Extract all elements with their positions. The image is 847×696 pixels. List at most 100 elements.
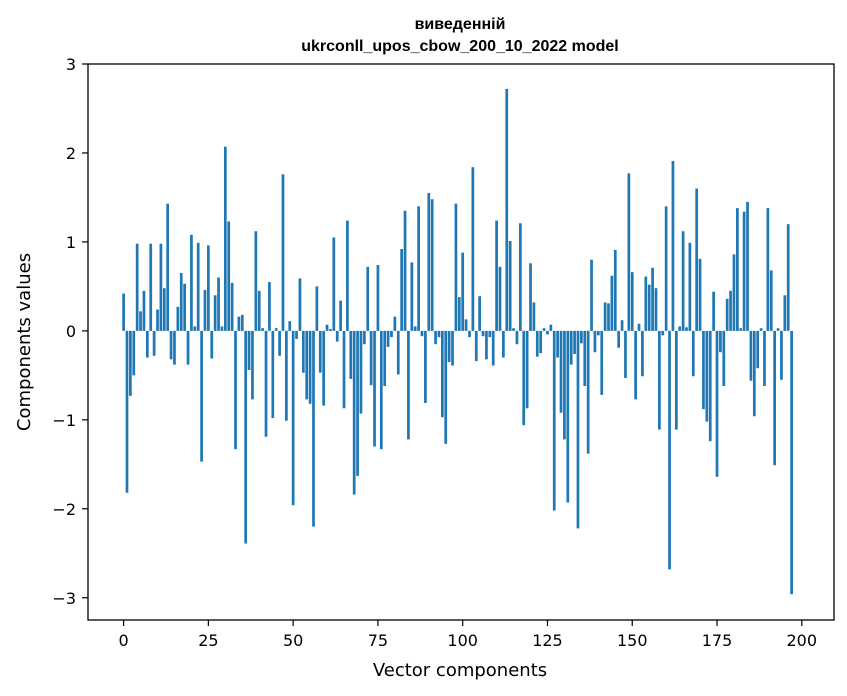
chart-title-line1: виведенній <box>415 16 506 33</box>
bar-164 <box>678 326 682 331</box>
bar-105 <box>478 296 481 331</box>
bar-165 <box>681 231 685 331</box>
bar-118 <box>522 330 526 426</box>
bar-43 <box>268 281 271 331</box>
bar-98 <box>454 203 458 331</box>
bar-142 <box>603 302 607 331</box>
bar-129 <box>559 330 563 413</box>
bar-50 <box>291 330 295 506</box>
bar-28 <box>217 277 220 331</box>
bar-114 <box>508 241 512 331</box>
bar-59 <box>322 330 326 406</box>
bar-69 <box>356 330 359 476</box>
bar-49 <box>288 321 292 331</box>
bar-26 <box>210 330 214 359</box>
y-tick-label-0: −3 <box>52 589 76 608</box>
bar-62 <box>332 237 336 331</box>
bar-145 <box>613 249 617 331</box>
bar-182 <box>739 328 743 331</box>
chart-title-line2: ukrconll_upos_cbow_200_10_2022 model <box>301 38 618 55</box>
bar-134 <box>576 330 580 529</box>
bar-136 <box>583 330 587 387</box>
bar-153 <box>641 330 644 377</box>
y-tick-label-5: 2 <box>66 144 76 163</box>
bar-188 <box>759 328 763 331</box>
bar-191 <box>769 270 773 331</box>
bar-144 <box>610 275 614 331</box>
bar-152 <box>637 323 641 331</box>
bar-121 <box>532 302 536 331</box>
x-tick-label-4: 100 <box>447 631 478 650</box>
bar-79 <box>390 330 393 338</box>
bar-141 <box>600 330 604 395</box>
bar-72 <box>366 266 370 331</box>
bar-159 <box>661 330 665 336</box>
bar-77 <box>383 330 387 387</box>
bar-38 <box>251 330 254 400</box>
bar-168 <box>691 330 695 377</box>
bar-183 <box>742 211 746 331</box>
bar-140 <box>596 330 600 336</box>
bar-92 <box>434 330 437 345</box>
bar-128 <box>556 330 559 358</box>
bar-185 <box>749 330 753 381</box>
bar-67 <box>349 330 353 379</box>
bar-173 <box>708 330 712 442</box>
bar-30 <box>223 146 227 331</box>
bar-75 <box>376 265 380 331</box>
y-tick-label-4: 1 <box>66 233 76 252</box>
bar-177 <box>722 330 726 387</box>
bar-97 <box>451 330 454 366</box>
bar-54 <box>305 330 309 400</box>
bar-122 <box>535 330 539 357</box>
bar-44 <box>271 330 275 419</box>
bar-52 <box>298 278 302 331</box>
bar-130 <box>563 330 566 440</box>
bar-23 <box>200 330 203 462</box>
bar-21 <box>193 326 197 331</box>
bar-4 <box>135 243 139 331</box>
bar-176 <box>719 330 722 353</box>
bar-22 <box>196 242 200 331</box>
bar-31 <box>227 221 231 331</box>
bar-180 <box>732 254 736 331</box>
bar-194 <box>780 330 783 380</box>
bar-33 <box>234 330 237 450</box>
y-tick-label-2: −1 <box>52 411 76 430</box>
bar-93 <box>437 330 441 338</box>
bar-113 <box>505 88 509 331</box>
bar-132 <box>569 330 573 365</box>
y-axis-label: Components values <box>14 253 35 431</box>
bar-71 <box>363 330 366 345</box>
bar-0 <box>122 293 125 331</box>
bar-111 <box>498 266 502 331</box>
axes: 0 25 50 75 100 125 150 175 200 −3 −2 −1 0 1 2 3 <box>52 55 835 650</box>
bar-15 <box>173 330 176 365</box>
x-tick-label-2: 50 <box>283 631 303 650</box>
bar-34 <box>237 316 241 331</box>
bar-89 <box>424 330 427 403</box>
bar-102 <box>468 330 471 338</box>
bar-125 <box>546 330 549 335</box>
bar-162 <box>671 160 675 331</box>
bar-117 <box>518 223 522 331</box>
bar-171 <box>702 330 705 410</box>
bar-17 <box>179 273 183 331</box>
bar-103 <box>471 167 475 331</box>
bar-6 <box>142 290 146 331</box>
bar-40 <box>257 290 261 331</box>
bar-60 <box>325 324 329 331</box>
bar-35 <box>240 314 244 331</box>
y-tick-label-1: −2 <box>52 500 76 519</box>
bar-64 <box>339 300 342 331</box>
bar-167 <box>688 242 692 331</box>
bar-36 <box>244 330 248 544</box>
bar-189 <box>763 330 766 387</box>
bar-58 <box>318 330 322 373</box>
bar-149 <box>627 173 631 331</box>
bar-2 <box>129 330 132 396</box>
bar-161 <box>668 330 671 570</box>
bar-37 <box>247 330 251 371</box>
bar-104 <box>474 330 478 362</box>
